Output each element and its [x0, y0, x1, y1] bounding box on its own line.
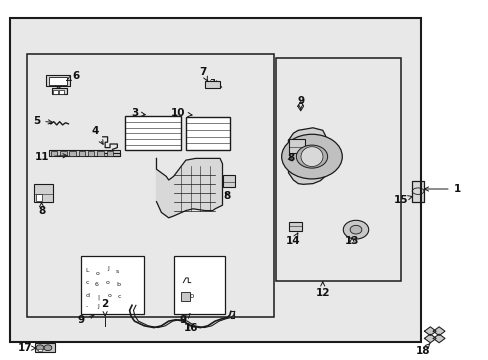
Text: 2: 2 — [102, 299, 108, 316]
Bar — [53, 90, 58, 94]
Bar — [69, 151, 76, 156]
Text: 8: 8 — [287, 153, 294, 163]
Text: 11: 11 — [34, 152, 67, 162]
Text: 3: 3 — [131, 108, 145, 118]
Text: 8: 8 — [38, 202, 45, 216]
Text: 9: 9 — [297, 96, 304, 109]
Bar — [27, 54, 273, 317]
Polygon shape — [424, 327, 435, 336]
Text: L: L — [85, 267, 89, 273]
Bar — [60, 151, 66, 156]
Bar — [173, 256, 224, 314]
Ellipse shape — [300, 147, 322, 167]
Text: 4: 4 — [91, 126, 103, 144]
Text: 8: 8 — [224, 191, 230, 201]
Bar — [38, 349, 42, 351]
Text: s: s — [116, 269, 119, 274]
Text: 7: 7 — [199, 67, 207, 81]
Text: J: J — [107, 266, 109, 271]
Bar — [88, 151, 94, 156]
Text: 6: 6 — [95, 282, 99, 287]
Text: -: - — [86, 304, 88, 309]
Text: o: o — [108, 293, 112, 298]
Bar — [79, 151, 85, 156]
Text: c: c — [118, 294, 122, 300]
Bar — [34, 184, 53, 202]
Bar — [276, 58, 400, 281]
Circle shape — [343, 220, 368, 239]
Bar — [59, 90, 64, 94]
Bar — [10, 18, 420, 342]
Text: 18: 18 — [415, 343, 429, 356]
Bar — [36, 194, 42, 201]
Circle shape — [281, 134, 342, 179]
Bar — [124, 116, 181, 150]
Circle shape — [36, 345, 44, 351]
Text: 12: 12 — [315, 282, 329, 298]
Text: 15: 15 — [393, 195, 411, 205]
Bar — [52, 88, 67, 94]
Text: 10: 10 — [171, 108, 192, 118]
Bar — [106, 151, 113, 156]
Bar — [10, 18, 420, 342]
Text: o: o — [105, 280, 109, 285]
Polygon shape — [288, 128, 327, 184]
Text: 5: 5 — [33, 116, 52, 126]
Text: 13: 13 — [344, 236, 359, 246]
Bar — [185, 117, 229, 150]
Circle shape — [296, 145, 327, 168]
Bar — [35, 343, 55, 352]
Text: J: J — [97, 304, 99, 309]
Bar — [289, 222, 302, 231]
Text: o: o — [96, 271, 100, 276]
Bar — [205, 81, 220, 88]
Bar — [46, 75, 70, 86]
Text: |: | — [98, 294, 100, 300]
Circle shape — [349, 225, 361, 234]
Bar — [81, 256, 144, 314]
Bar — [411, 181, 423, 202]
Polygon shape — [432, 327, 444, 336]
Bar — [181, 292, 189, 301]
Bar — [51, 151, 57, 156]
Polygon shape — [156, 158, 222, 218]
Polygon shape — [424, 334, 435, 343]
Text: 1: 1 — [424, 184, 460, 194]
Text: 9: 9 — [77, 314, 94, 325]
Bar — [288, 139, 304, 153]
Text: b: b — [116, 282, 120, 287]
Text: 16: 16 — [183, 323, 198, 333]
Text: 9: 9 — [180, 314, 190, 325]
Text: 17: 17 — [18, 343, 36, 353]
Bar — [276, 58, 400, 281]
Text: c: c — [85, 280, 89, 285]
Polygon shape — [432, 334, 444, 343]
Text: 6: 6 — [66, 71, 79, 81]
Text: 14: 14 — [285, 233, 300, 246]
Bar — [97, 151, 103, 156]
Circle shape — [44, 345, 52, 351]
Bar — [49, 150, 120, 156]
Bar — [49, 77, 67, 85]
Text: d: d — [86, 293, 90, 298]
Text: o: o — [190, 293, 194, 299]
Bar — [223, 175, 235, 187]
Bar — [27, 54, 273, 317]
